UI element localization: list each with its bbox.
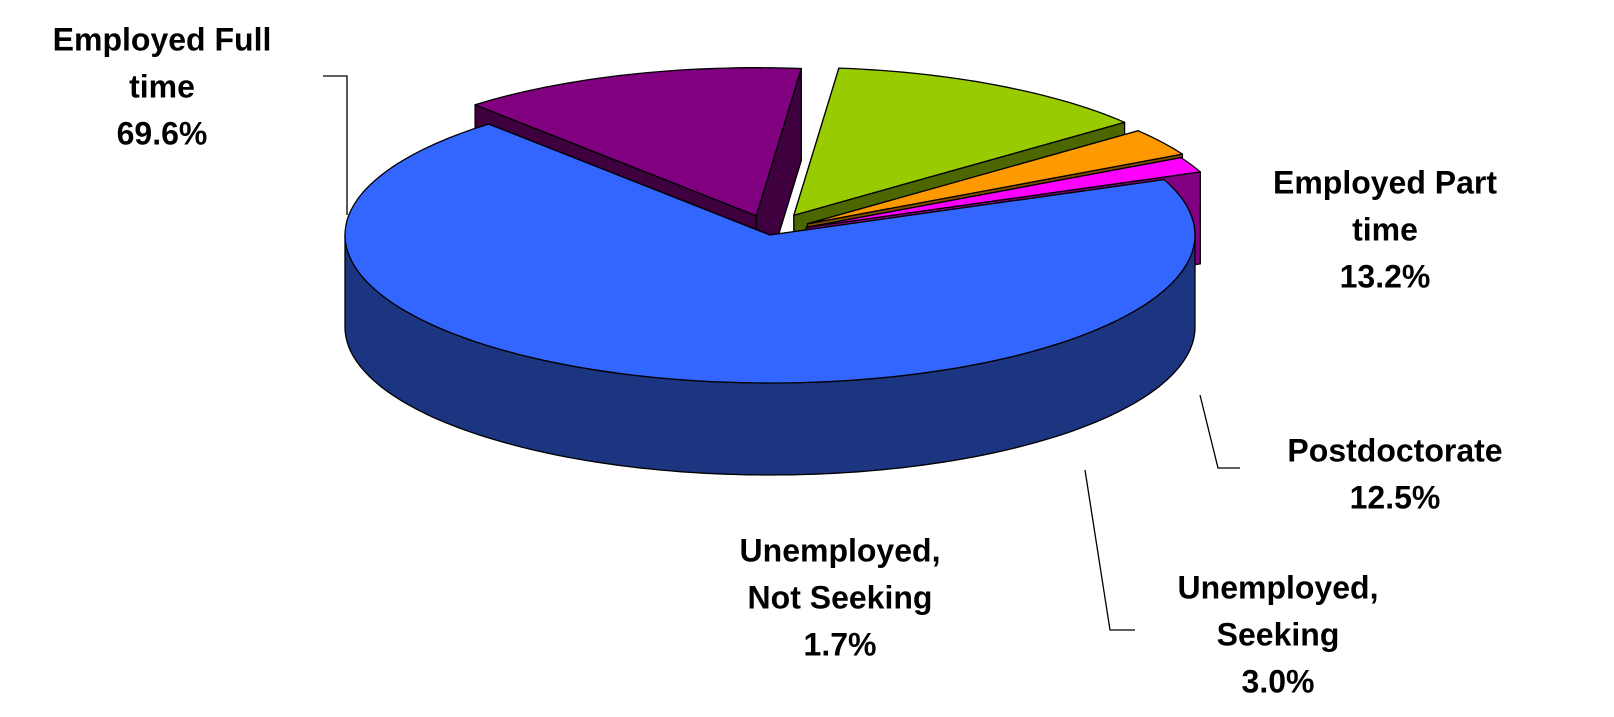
- slice-labels: Employed Full time 69.6% Employed Part time 1…: [53, 21, 1503, 699]
- slice-top-3: [806, 130, 1184, 225]
- slice-top-4: [805, 156, 1201, 229]
- leader-line-2: [1199, 394, 1240, 469]
- slice-label-0-line-1: time: [129, 68, 195, 104]
- leader-line-0: [323, 75, 348, 215]
- slice-label-4-line-0: Unemployed,: [740, 532, 941, 568]
- slice-label-2-line-0: Postdoctorate: [1287, 432, 1502, 468]
- slice-top-0: [344, 123, 1196, 384]
- slice-value-label-2: 12.5%: [1350, 479, 1441, 515]
- slice-label-3-line-1: Seeking: [1217, 616, 1340, 652]
- slice-label-4-line-1: Not Seeking: [748, 579, 933, 615]
- slice-value-label-4: 1.7%: [804, 626, 877, 662]
- slice-label-1-line-1: time: [1352, 211, 1418, 247]
- slice-top-1: [474, 67, 802, 217]
- slice-value-label-1: 13.2%: [1340, 258, 1431, 294]
- slice-value-label-0: 69.6%: [117, 115, 208, 151]
- slice-label-3-line-0: Unemployed,: [1178, 569, 1379, 605]
- slice-value-label-3: 3.0%: [1242, 663, 1315, 699]
- slice-label-0-line-0: Employed Full: [53, 21, 272, 57]
- slice-top-2: [793, 67, 1126, 216]
- pie-tops: [344, 67, 1201, 384]
- leader-line-3: [1084, 469, 1135, 631]
- slice-label-1-line-0: Employed Part: [1273, 164, 1497, 200]
- leader-lines: [323, 75, 1240, 631]
